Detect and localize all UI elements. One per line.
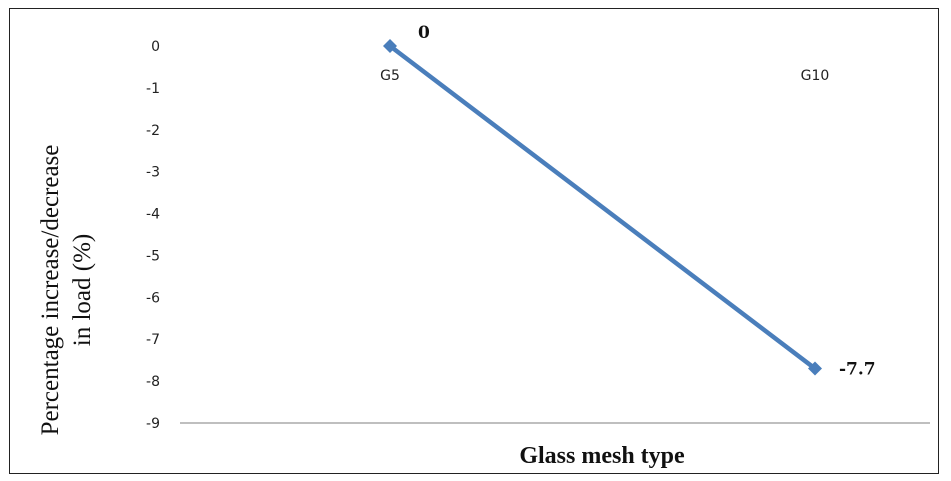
- chart-frame: [9, 8, 939, 474]
- y-tick-label: -4: [146, 207, 160, 223]
- y-tick-label: -3: [146, 165, 160, 181]
- data-point-marker: [383, 39, 397, 53]
- data-label: 0: [418, 23, 430, 43]
- y-tick-label: 0: [151, 39, 160, 55]
- y-tick-label: -6: [146, 290, 160, 306]
- y-axis-title: Percentage increase/decrease in load (%): [37, 145, 96, 436]
- category-labels: G5 G10: [380, 68, 829, 84]
- data-label: -7.7: [839, 360, 876, 380]
- y-tick-label: -2: [146, 123, 160, 139]
- data-labels: 0 -7.7: [418, 23, 876, 380]
- series-line: [387, 43, 818, 371]
- y-axis-ticks: 0 -1 -2 -3 -4 -5 -6 -7 -8 -9: [146, 39, 160, 432]
- x-axis-title: Glass mesh type: [519, 443, 685, 469]
- x-category-label: G10: [801, 68, 830, 84]
- series-layer: [383, 39, 822, 376]
- y-tick-label: -9: [146, 416, 160, 432]
- y-tick-label: -8: [146, 374, 160, 390]
- data-point-marker: [808, 361, 822, 376]
- y-tick-label: -7: [146, 332, 160, 348]
- y-axis-title-line-2: in load (%): [69, 234, 96, 346]
- x-category-label: G5: [380, 68, 400, 84]
- y-tick-label: -5: [146, 248, 160, 264]
- y-tick-label: -1: [146, 81, 160, 97]
- y-axis-title-line-1: Percentage increase/decrease: [37, 145, 64, 436]
